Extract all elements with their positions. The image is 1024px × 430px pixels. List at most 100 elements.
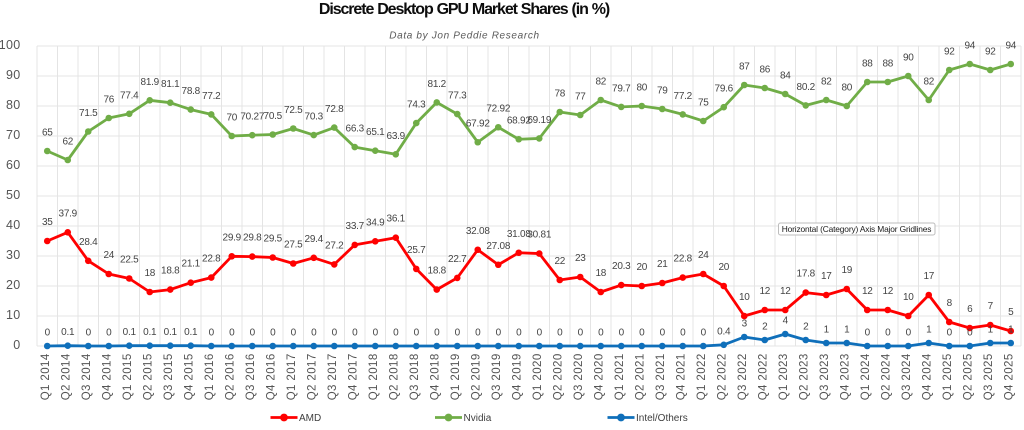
svg-text:100: 100	[0, 38, 21, 52]
svg-text:Q3 2024: Q3 2024	[901, 353, 913, 400]
svg-text:Q4 2022: Q4 2022	[757, 353, 769, 400]
svg-text:0: 0	[660, 328, 666, 339]
svg-text:2: 2	[803, 322, 809, 333]
svg-text:30.81: 30.81	[527, 230, 551, 241]
svg-text:0: 0	[557, 328, 563, 339]
svg-text:90: 90	[903, 53, 914, 64]
svg-text:0: 0	[373, 328, 379, 339]
svg-text:18.8: 18.8	[161, 266, 180, 277]
svg-text:1: 1	[824, 325, 830, 336]
svg-text:27.5: 27.5	[284, 240, 303, 251]
svg-text:70.3: 70.3	[305, 112, 324, 123]
svg-text:22: 22	[554, 256, 565, 267]
svg-text:20: 20	[6, 278, 21, 292]
svg-text:0: 0	[475, 328, 481, 339]
svg-text:Q4 2015: Q4 2015	[183, 353, 195, 400]
svg-text:34.9: 34.9	[366, 217, 385, 228]
svg-text:0: 0	[250, 328, 256, 339]
svg-text:Q2 2021: Q2 2021	[634, 353, 646, 400]
svg-text:72.92: 72.92	[486, 104, 510, 115]
svg-text:0: 0	[885, 328, 891, 339]
svg-text:84: 84	[780, 71, 791, 82]
svg-text:Intel/Others: Intel/Others	[636, 413, 688, 424]
svg-text:Q3 2019: Q3 2019	[491, 353, 503, 400]
svg-text:0: 0	[209, 328, 215, 339]
svg-text:20.3: 20.3	[612, 261, 631, 272]
svg-text:Q4 2025: Q4 2025	[1003, 353, 1015, 400]
svg-text:21: 21	[657, 259, 668, 270]
svg-text:0: 0	[619, 328, 625, 339]
svg-text:Data by Jon Peddie Research: Data by Jon Peddie Research	[389, 31, 539, 42]
svg-text:Q4 2016: Q4 2016	[265, 353, 277, 400]
svg-text:Q4 2024: Q4 2024	[921, 353, 933, 400]
svg-text:12: 12	[882, 286, 893, 297]
svg-text:70.27: 70.27	[240, 112, 264, 123]
svg-text:90: 90	[6, 68, 21, 82]
svg-text:Q1 2021: Q1 2021	[614, 353, 626, 400]
svg-text:Q1 2016: Q1 2016	[204, 353, 216, 400]
svg-text:0: 0	[414, 328, 420, 339]
svg-text:0: 0	[496, 328, 502, 339]
svg-text:2: 2	[762, 322, 768, 333]
svg-text:Q1 2022: Q1 2022	[696, 353, 708, 400]
svg-text:21.1: 21.1	[182, 259, 201, 270]
svg-text:31.08: 31.08	[507, 229, 531, 240]
svg-text:29.5: 29.5	[264, 234, 283, 245]
svg-text:0: 0	[701, 328, 707, 339]
svg-text:0: 0	[291, 328, 297, 339]
svg-text:63.9: 63.9	[387, 131, 406, 142]
svg-text:Q3 2017: Q3 2017	[327, 353, 339, 400]
svg-text:Q2 2014: Q2 2014	[60, 353, 72, 400]
svg-text:0.4: 0.4	[717, 326, 731, 337]
svg-text:Q3 2016: Q3 2016	[245, 353, 257, 400]
svg-text:Q2 2024: Q2 2024	[880, 353, 892, 400]
svg-text:Q4 2017: Q4 2017	[347, 353, 359, 400]
svg-text:30: 30	[6, 248, 21, 262]
svg-text:18: 18	[595, 268, 606, 279]
svg-text:27.08: 27.08	[486, 241, 510, 252]
svg-text:10: 10	[903, 292, 914, 303]
svg-text:12: 12	[759, 286, 770, 297]
svg-text:81.1: 81.1	[161, 79, 180, 90]
svg-text:0.1: 0.1	[184, 327, 198, 338]
svg-text:Q3 2022: Q3 2022	[737, 353, 749, 400]
svg-text:36.1: 36.1	[387, 214, 406, 225]
svg-text:0.1: 0.1	[164, 327, 178, 338]
svg-text:22.7: 22.7	[448, 254, 467, 265]
svg-text:77.3: 77.3	[448, 91, 467, 102]
svg-text:Q2 2022: Q2 2022	[716, 353, 728, 400]
svg-text:0: 0	[352, 328, 358, 339]
svg-text:76: 76	[103, 95, 114, 106]
svg-text:29.4: 29.4	[305, 234, 324, 245]
svg-text:7: 7	[988, 301, 994, 312]
svg-text:19: 19	[841, 265, 852, 276]
svg-text:Horizontal (Category) Axis Maj: Horizontal (Category) Axis Major Gridlin…	[782, 224, 932, 234]
svg-text:Q3 2014: Q3 2014	[81, 353, 93, 400]
svg-text:Q1 2020: Q1 2020	[532, 353, 544, 400]
svg-text:22.8: 22.8	[202, 254, 221, 265]
svg-text:80: 80	[636, 83, 647, 94]
svg-text:Q1 2014: Q1 2014	[40, 353, 52, 400]
svg-text:6: 6	[967, 304, 973, 315]
svg-text:Q1 2017: Q1 2017	[286, 353, 298, 400]
svg-text:72.5: 72.5	[284, 105, 303, 116]
svg-text:65: 65	[42, 128, 53, 139]
svg-text:Q2 2018: Q2 2018	[388, 353, 400, 400]
svg-text:1: 1	[844, 325, 850, 336]
svg-text:0: 0	[106, 328, 112, 339]
svg-text:Q1 2018: Q1 2018	[368, 353, 380, 400]
svg-text:1: 1	[988, 325, 994, 336]
svg-text:0: 0	[13, 338, 20, 352]
svg-text:Q3 2020: Q3 2020	[573, 353, 585, 400]
svg-text:4: 4	[783, 316, 789, 327]
svg-text:0: 0	[332, 328, 338, 339]
svg-text:Q1 2023: Q1 2023	[778, 353, 790, 400]
svg-text:50: 50	[6, 188, 21, 202]
svg-text:70: 70	[6, 128, 21, 142]
svg-text:68.92: 68.92	[507, 116, 531, 127]
svg-text:71.5: 71.5	[79, 108, 98, 119]
svg-text:69.19: 69.19	[527, 115, 551, 126]
svg-text:10: 10	[6, 308, 21, 322]
svg-text:77.4: 77.4	[120, 90, 139, 101]
svg-text:0: 0	[947, 328, 953, 339]
